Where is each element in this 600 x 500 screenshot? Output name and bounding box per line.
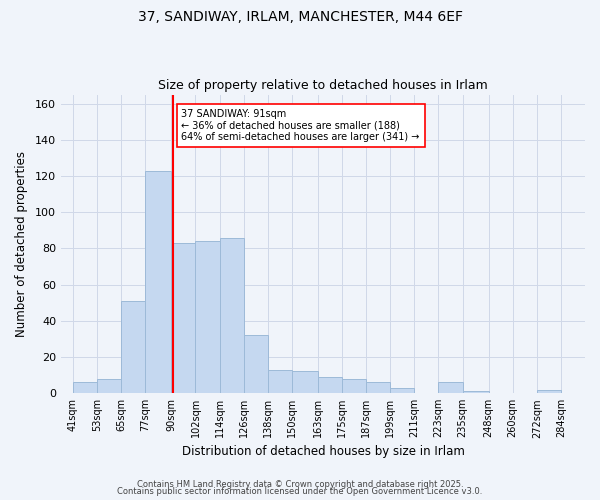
Bar [121,301,145,393]
Bar [390,388,415,393]
Bar [463,392,488,393]
Bar [292,372,318,393]
X-axis label: Distribution of detached houses by size in Irlam: Distribution of detached houses by size … [182,444,464,458]
Text: 37, SANDIWAY, IRLAM, MANCHESTER, M44 6EF: 37, SANDIWAY, IRLAM, MANCHESTER, M44 6EF [137,10,463,24]
Text: Contains public sector information licensed under the Open Government Licence v3: Contains public sector information licen… [118,487,482,496]
Bar [318,377,342,393]
Title: Size of property relative to detached houses in Irlam: Size of property relative to detached ho… [158,79,488,92]
Bar [145,170,172,393]
Bar [97,378,121,393]
Bar [244,336,268,393]
Bar [196,241,220,393]
Bar [220,238,244,393]
Bar [172,243,196,393]
Bar [439,382,463,393]
Y-axis label: Number of detached properties: Number of detached properties [15,151,28,337]
Bar [73,382,97,393]
Text: Contains HM Land Registry data © Crown copyright and database right 2025.: Contains HM Land Registry data © Crown c… [137,480,463,489]
Text: 37 SANDIWAY: 91sqm
← 36% of detached houses are smaller (188)
64% of semi-detach: 37 SANDIWAY: 91sqm ← 36% of detached hou… [181,109,420,142]
Bar [366,382,390,393]
Bar [342,378,366,393]
Bar [268,370,292,393]
Bar [537,390,561,393]
